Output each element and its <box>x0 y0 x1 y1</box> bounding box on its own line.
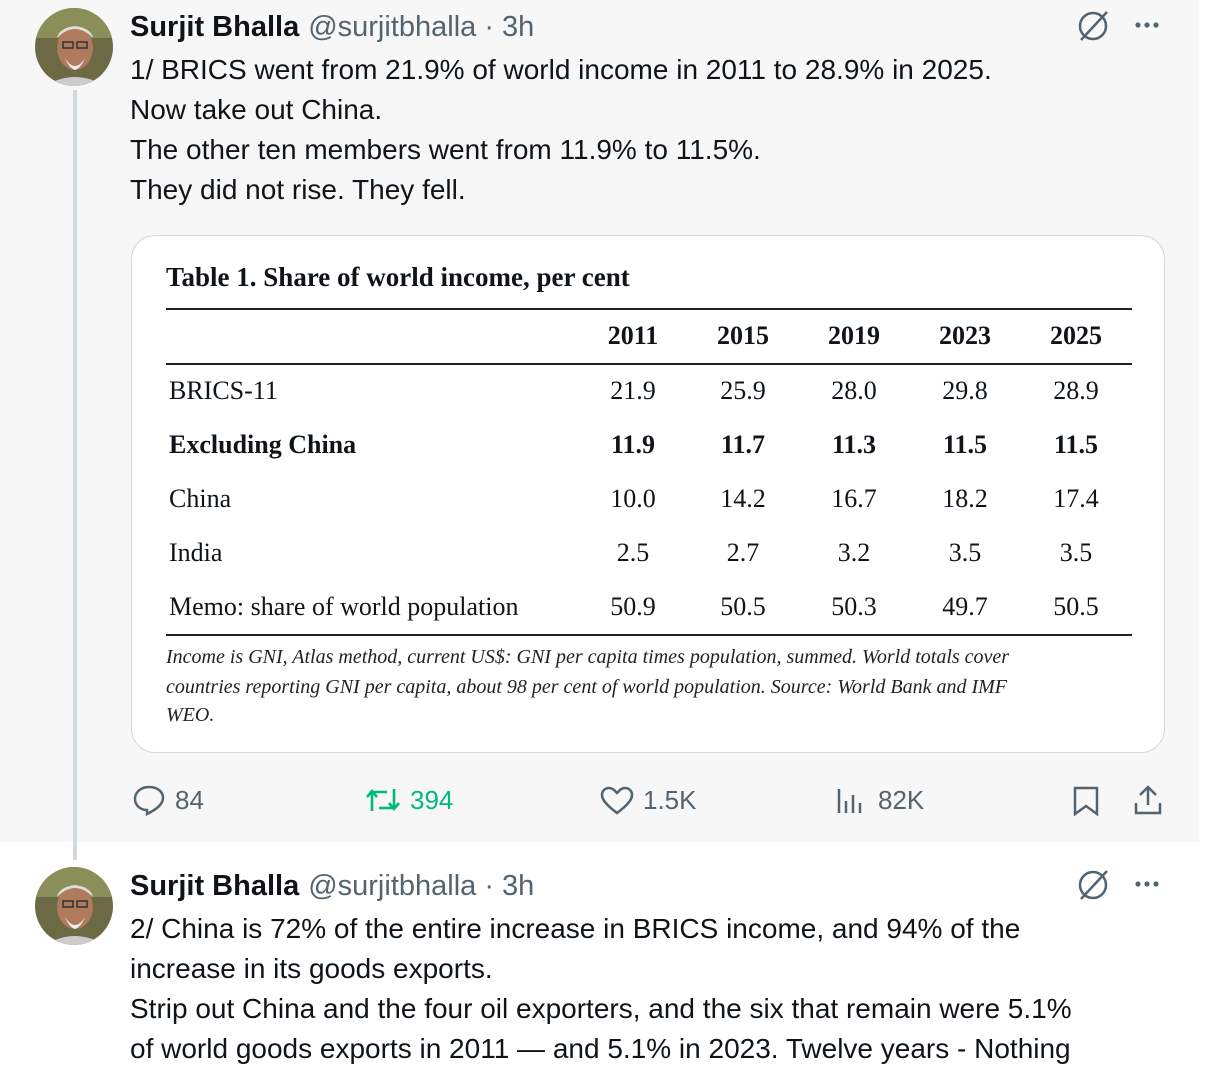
table-cell: 11.9 <box>610 430 656 459</box>
table-rule <box>166 363 1132 365</box>
author-name[interactable]: Surjit Bhalla <box>130 870 300 902</box>
bookmark-button[interactable] <box>1073 786 1099 817</box>
tweet-text-line: Now take out China. <box>130 94 383 125</box>
table-cell: 14.2 <box>720 484 766 513</box>
table-cell: 10.0 <box>610 484 656 513</box>
table-cell: 2.7 <box>726 538 760 567</box>
repost-icon[interactable] <box>365 787 401 813</box>
reply-count[interactable]: 84 <box>175 785 204 815</box>
tweet-header: Surjit Bhalla @surjitbhalla · 3h <box>130 8 534 46</box>
table-note: Income is GNI, Atlas method, current US$… <box>166 646 1010 668</box>
table-cell: 49.7 <box>942 592 988 621</box>
column-header: 2025 <box>1050 321 1102 350</box>
row-label: BRICS-11 <box>169 376 278 405</box>
view-count[interactable]: 82K <box>878 785 925 815</box>
table-cell: 17.4 <box>1053 484 1099 513</box>
column-header: 2015 <box>717 321 769 350</box>
table-card[interactable]: Table 1. Share of world income, per cent… <box>131 235 1165 753</box>
tweet-text-line: The other ten members went from 11.9% to… <box>130 134 761 165</box>
table-cell: 3.2 <box>837 538 871 567</box>
avatar[interactable] <box>35 867 113 945</box>
table-cell: 28.9 <box>1053 376 1099 405</box>
table-cell: 28.0 <box>831 376 877 405</box>
table-cell: 50.3 <box>831 592 877 621</box>
table-cell: 2.5 <box>616 538 650 567</box>
table-cell: 11.5 <box>942 430 988 459</box>
table-cell: 50.5 <box>1053 592 1099 621</box>
table-cell: 18.2 <box>942 484 988 513</box>
repost-count[interactable]: 394 <box>410 785 454 815</box>
like-icon[interactable] <box>600 786 634 815</box>
tweet-text-line: of world goods exports in 2011 — and 5.1… <box>130 1033 1071 1064</box>
table-cell: 50.5 <box>720 592 766 621</box>
column-header: 2023 <box>939 321 991 350</box>
row-label: India <box>169 538 223 567</box>
reply-icon[interactable] <box>133 785 165 817</box>
table-rule <box>166 308 1132 310</box>
views-icon[interactable] <box>836 787 864 815</box>
column-header: 2011 <box>607 321 659 350</box>
column-header: 2019 <box>828 321 880 350</box>
table-cell: 11.5 <box>1053 430 1099 459</box>
tweet-header: Surjit Bhalla @surjitbhalla · 3h <box>130 867 534 905</box>
table-cell: 16.7 <box>831 484 877 513</box>
tweet-text-line: 2/ China is 72% of the entire increase i… <box>130 913 1021 944</box>
grok-button[interactable] <box>1077 869 1109 901</box>
table-cell: 11.7 <box>720 430 766 459</box>
share-button[interactable] <box>1133 785 1163 815</box>
table-note: countries reporting GNI per capita, abou… <box>166 676 1008 698</box>
more-button[interactable] <box>1135 881 1161 889</box>
author-handle[interactable]: @surjitbhalla · 3h <box>308 870 535 902</box>
tweet-text-line: They did not rise. They fell. <box>130 174 466 205</box>
avatar[interactable] <box>35 8 113 86</box>
row-label: Excluding China <box>169 430 357 459</box>
table-cell: 21.9 <box>610 376 656 405</box>
table-cell: 50.9 <box>610 592 656 621</box>
table-note: WEO. <box>166 704 215 726</box>
table-cell: 3.5 <box>1059 538 1093 567</box>
table-title: Table 1. Share of world income, per cent <box>166 262 630 292</box>
row-label: China <box>169 484 232 513</box>
tweet-text-line: increase in its goods exports. <box>130 953 493 984</box>
tweet-text-line: Strip out China and the four oil exporte… <box>130 993 1072 1024</box>
table-rule <box>166 634 1132 636</box>
table-cell: 25.9 <box>720 376 766 405</box>
author-name[interactable]: Surjit Bhalla <box>130 11 300 43</box>
table-cell: 3.5 <box>948 538 982 567</box>
row-label: Memo: share of world population <box>169 592 519 621</box>
more-button[interactable] <box>1135 22 1161 30</box>
grok-button[interactable] <box>1077 10 1109 42</box>
thread-line <box>73 90 77 860</box>
like-count[interactable]: 1.5K <box>643 785 697 815</box>
table-cell: 11.3 <box>831 430 877 459</box>
table-cell: 29.8 <box>942 376 988 405</box>
tweet-text-line: 1/ BRICS went from 21.9% of world income… <box>130 54 992 85</box>
author-handle[interactable]: @surjitbhalla · 3h <box>308 11 535 43</box>
